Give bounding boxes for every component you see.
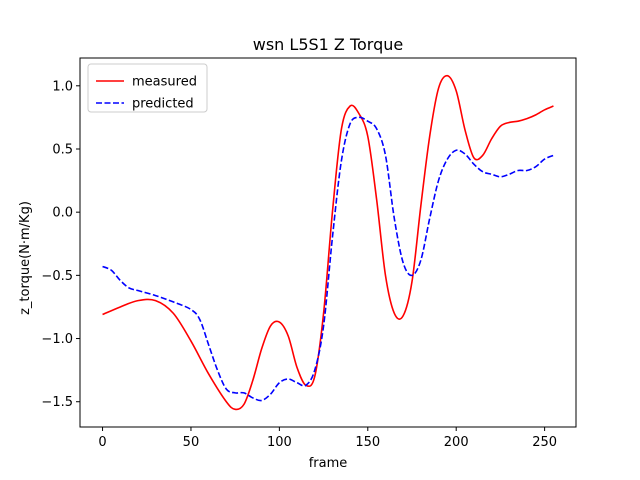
y-tick-label: 0.0 — [52, 206, 73, 221]
chart-title: wsn L5S1 Z Torque — [253, 35, 404, 54]
x-axis-label: frame — [309, 456, 348, 471]
axes-frame — [79, 57, 577, 428]
y-tick-label: −1.5 — [41, 395, 73, 410]
x-tick-label: 100 — [267, 435, 292, 450]
x-tick-label: 0 — [98, 435, 106, 450]
y-tick-label: 0.5 — [52, 142, 73, 157]
x-tick-label: 150 — [355, 435, 380, 450]
x-tick-label: 200 — [444, 435, 469, 450]
legend-label-measured: measured — [132, 75, 197, 90]
legend: measured predicted — [87, 63, 208, 113]
y-tick-label: −0.5 — [41, 269, 73, 284]
y-axis-label: z_torque(N·m/Kg) — [18, 201, 33, 315]
y-tick-label: 1.0 — [52, 79, 73, 94]
x-tick-label: 250 — [532, 435, 557, 450]
legend-label-predicted: predicted — [132, 97, 194, 112]
y-tick-label: −1.0 — [41, 332, 73, 347]
x-tick-label: 50 — [183, 435, 200, 450]
axes: 0 50 100 150 200 250 −1.5 −1.0 −0.5 0.0 0.5 1.0 — [41, 57, 577, 450]
legend-box — [87, 63, 208, 113]
plot-area — [102, 74, 554, 411]
series-line-measured — [102, 74, 554, 411]
series-line-predicted — [102, 116, 554, 402]
